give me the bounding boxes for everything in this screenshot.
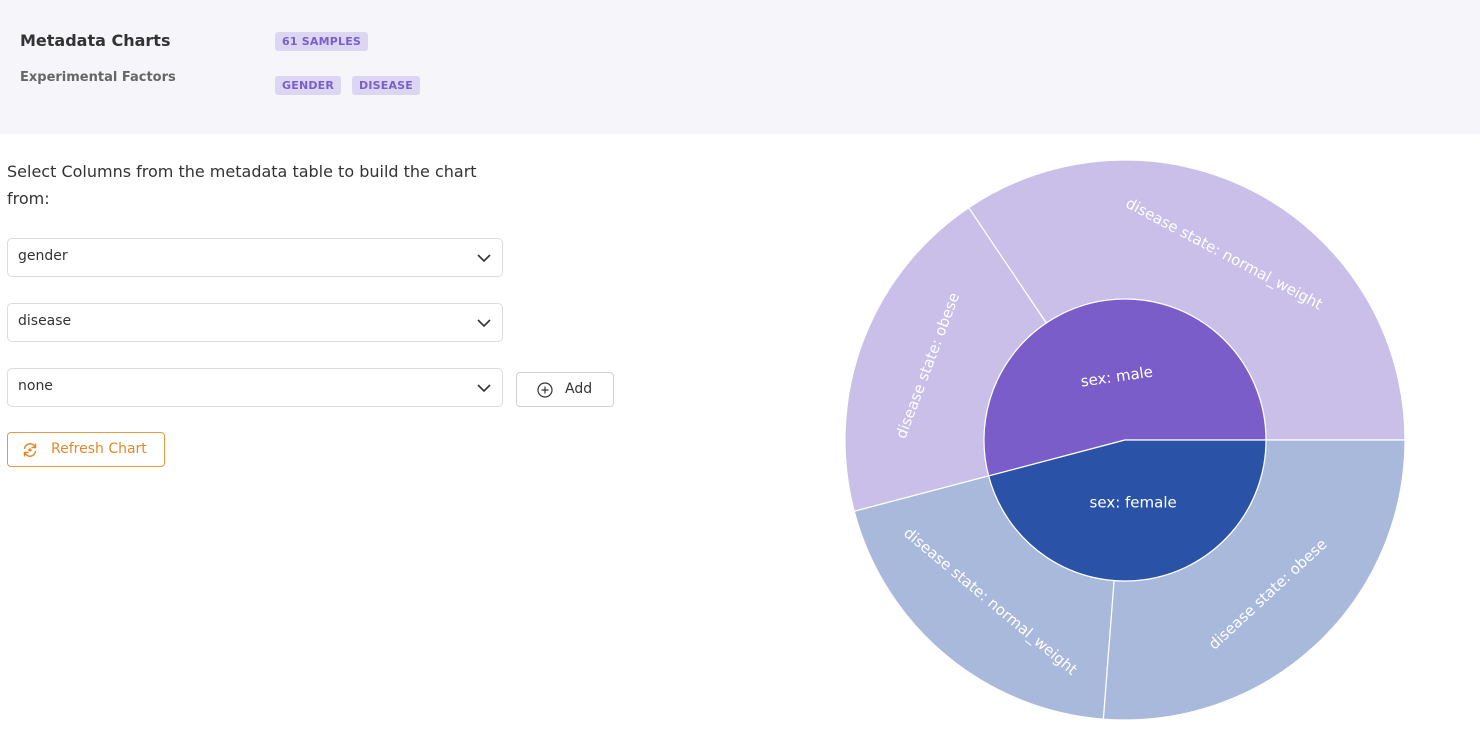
- chevron-down-icon: [477, 254, 491, 263]
- add-button-label: Add: [565, 381, 593, 397]
- experimental-factors-label: Experimental Factors: [20, 70, 176, 85]
- refresh-chart-button[interactable]: Refresh Chart: [7, 432, 165, 467]
- column-select-1[interactable]: gender: [7, 238, 503, 277]
- chevron-down-icon: [477, 384, 491, 393]
- instructions-text: Select Columns from the metadata table t…: [7, 162, 477, 208]
- refresh-icon: [23, 443, 37, 457]
- inner-segment[interactable]: [983, 298, 1267, 477]
- add-column-button[interactable]: Add: [516, 372, 614, 407]
- select-value: disease: [18, 313, 72, 329]
- refresh-button-label: Refresh Chart: [51, 441, 147, 457]
- inner-segment-label: sex: female: [1090, 493, 1177, 511]
- factor-badge-gender: GENDER: [275, 76, 342, 95]
- chart-header: Metadata Charts 61 SAMPLES Experimental …: [0, 0, 1480, 134]
- page-title: Metadata Charts: [20, 31, 171, 50]
- chevron-down-icon: [477, 319, 491, 328]
- samples-badge: 61 SAMPLES: [275, 32, 369, 51]
- select-value: gender: [18, 248, 68, 264]
- factor-badge-disease: DISEASE: [352, 76, 421, 95]
- column-select-3[interactable]: none: [7, 368, 503, 407]
- inner-segment[interactable]: [987, 439, 1267, 582]
- column-select-2[interactable]: disease: [7, 303, 503, 342]
- plus-circle-icon: [537, 382, 553, 398]
- select-value: none: [18, 378, 53, 394]
